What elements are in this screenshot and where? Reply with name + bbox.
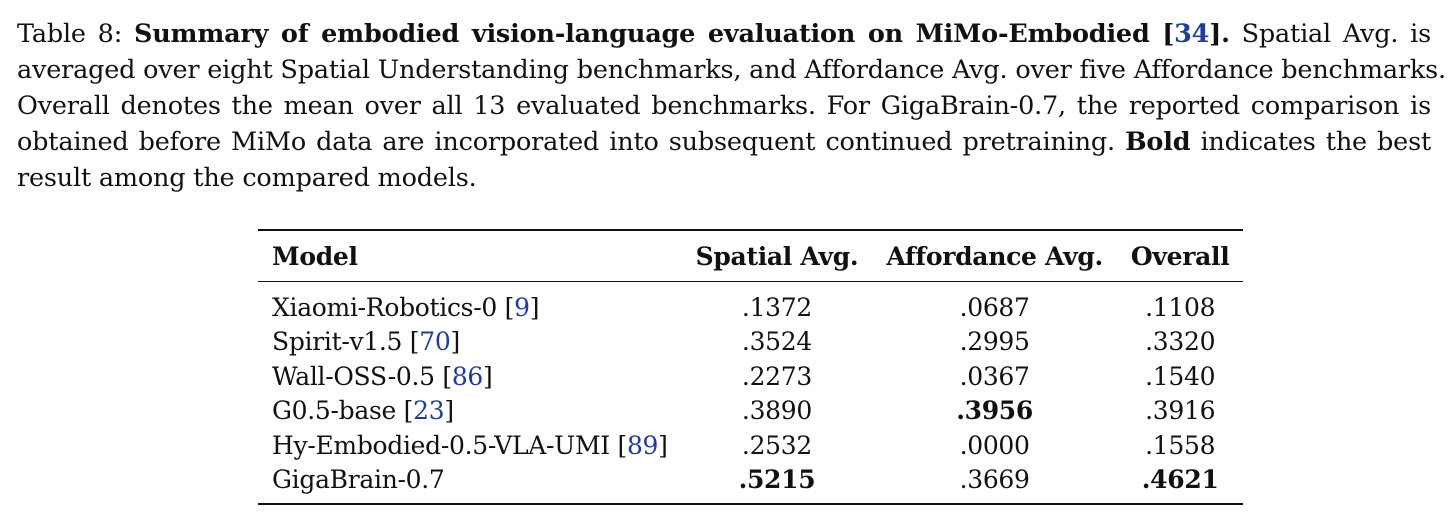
model-cell: Xiaomi-Robotics-0 [9] [272, 292, 540, 322]
citation-link[interactable]: 9 [514, 292, 530, 322]
caption-title-end: ]. [1209, 19, 1230, 49]
header-row: Model Spatial Avg. Affordance Avg. Overa… [258, 230, 1244, 282]
header-model: Model [272, 241, 358, 271]
caption-line-4: obtained before MiMo data are incorporat… [17, 124, 1431, 160]
table-caption: Table 8: Summary of embodied vision-lang… [17, 16, 1446, 196]
caption-title: Summary of embodied vision-language eval… [134, 19, 1230, 49]
model-cell: GigaBrain-0.7 [258, 463, 682, 505]
overall-cell: .3320 [1145, 327, 1216, 357]
caption-line-1-rest: Spatial Avg. is [1229, 19, 1432, 49]
model-name: Xiaomi-Robotics-0 [272, 292, 505, 322]
spatial-cell: .1372 [741, 292, 812, 322]
model-cell: Spirit-v1.5 [70] [272, 327, 460, 357]
model-cell: Hy-Embodied-0.5-VLA-UMI [89] [272, 430, 668, 460]
overall-cell: .1108 [1145, 292, 1216, 322]
spatial-cell: .3524 [741, 327, 812, 357]
model-cell: G0.5-base [23] [272, 396, 454, 426]
overall-cell: .1558 [1145, 430, 1216, 460]
table-row: GigaBrain-0.7 .5215 .3669 .4621 [258, 463, 1244, 505]
spatial-cell: .2273 [741, 361, 812, 391]
caption-line-4-pre: obtained before MiMo data are incorporat… [17, 127, 1126, 157]
table-header: Model Spatial Avg. Affordance Avg. Overa… [258, 230, 1244, 282]
table-body: Xiaomi-Robotics-0 [9] .1372 .0687 .1108 … [258, 282, 1244, 505]
overall-cell: .1540 [1145, 361, 1216, 391]
model-name: GigaBrain-0.7 [272, 465, 445, 495]
caption-label: Table 8: [17, 19, 134, 49]
affordance-cell: .0367 [959, 361, 1030, 391]
table-row: Hy-Embodied-0.5-VLA-UMI [89] .2532 .0000… [258, 428, 1243, 463]
citation-link[interactable]: 23 [413, 396, 445, 426]
caption-bold-word: Bold [1125, 127, 1191, 157]
caption-line-5: result among the compared models. [17, 163, 477, 193]
model-name: Wall-OSS-0.5 [272, 361, 443, 391]
table-row: Spirit-v1.5 [70] .3524 .2995 .3320 [258, 325, 1243, 360]
caption-line-3: Overall denotes the mean over all 13 eva… [17, 91, 1431, 121]
table-row: Xiaomi-Robotics-0 [9] .1372 .0687 .1108 [258, 282, 1243, 325]
affordance-cell: .3669 [959, 465, 1030, 495]
header-spatial-avg: Spatial Avg. [695, 241, 859, 271]
overall-cell-best: .4621 [1141, 465, 1219, 495]
model-name: Spirit-v1.5 [272, 327, 410, 357]
affordance-cell: .2995 [959, 327, 1030, 357]
affordance-cell: .0687 [959, 292, 1030, 322]
overall-cell: .3916 [1145, 396, 1216, 426]
caption-title-text: Summary of embodied vision-language eval… [133, 19, 1175, 49]
caption-line-1: Table 8: Summary of embodied vision-lang… [17, 16, 1431, 52]
table-row: G0.5-base [23] .3890 .3956 .3916 [258, 394, 1243, 429]
table-row: Wall-OSS-0.5 [86] .2273 .0367 .1540 [258, 359, 1243, 394]
affordance-cell: .0000 [959, 430, 1030, 460]
spatial-cell-best: .5215 [738, 465, 816, 495]
citation-link[interactable]: 70 [419, 327, 451, 357]
caption-line-4-post: indicates the best [1190, 127, 1432, 157]
citation-link[interactable]: 86 [451, 361, 484, 391]
model-cell: Wall-OSS-0.5 [86] [272, 361, 493, 391]
affordance-cell-best: .3956 [956, 396, 1034, 426]
caption-title-ref[interactable]: 34 [1174, 19, 1210, 49]
header-affordance-avg: Affordance Avg. [886, 241, 1103, 271]
citation-link[interactable]: 89 [626, 430, 659, 460]
results-table: Model Spatial Avg. Affordance Avg. Overa… [258, 229, 1244, 505]
spatial-cell: .3890 [741, 396, 812, 426]
model-name: Hy-Embodied-0.5-VLA-UMI [272, 430, 618, 460]
spatial-cell: .2532 [741, 430, 812, 460]
header-overall: Overall [1130, 241, 1230, 271]
caption-line-2: averaged over eight Spatial Understandin… [17, 55, 1446, 85]
model-name: G0.5-base [272, 396, 404, 426]
